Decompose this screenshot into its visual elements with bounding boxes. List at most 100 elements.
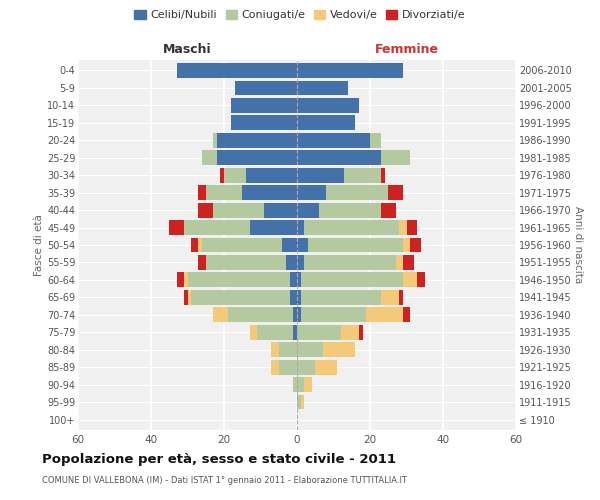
Bar — [232, 116, 297, 130]
Bar — [271, 342, 279, 357]
Bar — [191, 238, 199, 252]
Bar — [297, 63, 403, 78]
Bar — [297, 255, 304, 270]
Bar — [232, 98, 297, 113]
Bar — [297, 98, 359, 113]
Text: Maschi: Maschi — [163, 44, 212, 57]
Bar — [257, 325, 293, 340]
Bar — [297, 342, 323, 357]
Bar — [297, 220, 304, 235]
Bar — [264, 202, 297, 218]
Bar — [293, 377, 297, 392]
Bar — [297, 272, 301, 287]
Bar — [410, 238, 421, 252]
Bar — [370, 133, 381, 148]
Bar — [308, 238, 403, 252]
Bar — [297, 168, 344, 182]
Bar — [301, 308, 367, 322]
Bar — [301, 272, 403, 287]
Bar — [297, 394, 301, 409]
Bar — [297, 308, 301, 322]
Bar — [304, 220, 399, 235]
Bar — [407, 220, 418, 235]
Legend: Celibi/Nubili, Coniugati/e, Vedovi/e, Divorziati/e: Celibi/Nubili, Coniugati/e, Vedovi/e, Di… — [130, 6, 470, 25]
Bar — [395, 255, 403, 270]
Bar — [297, 185, 326, 200]
Bar — [213, 202, 264, 218]
Bar — [403, 308, 410, 322]
Bar — [315, 360, 337, 374]
Bar — [191, 290, 290, 305]
Bar — [297, 80, 348, 96]
Bar — [199, 238, 202, 252]
Bar — [246, 168, 297, 182]
Bar — [418, 272, 425, 287]
Bar — [184, 220, 250, 235]
Bar — [403, 272, 418, 287]
Bar — [297, 290, 301, 305]
Bar — [323, 342, 355, 357]
Bar — [206, 255, 286, 270]
Bar — [399, 290, 403, 305]
Bar — [235, 80, 297, 96]
Y-axis label: Fasce di età: Fasce di età — [34, 214, 44, 276]
Bar — [381, 168, 385, 182]
Bar — [297, 133, 370, 148]
Bar — [279, 342, 297, 357]
Bar — [176, 272, 184, 287]
Bar — [250, 220, 297, 235]
Bar — [381, 202, 395, 218]
Bar — [381, 290, 399, 305]
Bar — [297, 116, 355, 130]
Bar — [199, 185, 206, 200]
Y-axis label: Anni di nascita: Anni di nascita — [573, 206, 583, 284]
Bar — [202, 238, 283, 252]
Bar — [381, 150, 410, 165]
Bar — [297, 325, 341, 340]
Bar — [206, 185, 242, 200]
Bar — [169, 220, 184, 235]
Bar — [341, 325, 359, 340]
Bar — [286, 255, 297, 270]
Bar — [304, 255, 395, 270]
Text: Popolazione per età, sesso e stato civile - 2011: Popolazione per età, sesso e stato civil… — [42, 452, 396, 466]
Bar — [283, 238, 297, 252]
Bar — [290, 290, 297, 305]
Bar — [184, 272, 187, 287]
Bar — [199, 255, 206, 270]
Bar — [403, 255, 414, 270]
Bar — [217, 150, 297, 165]
Bar — [403, 238, 410, 252]
Bar — [319, 202, 381, 218]
Bar — [227, 308, 293, 322]
Bar — [359, 325, 362, 340]
Bar — [184, 290, 187, 305]
Bar — [220, 168, 224, 182]
Bar — [297, 238, 308, 252]
Bar — [301, 394, 304, 409]
Bar — [187, 272, 290, 287]
Bar — [297, 150, 381, 165]
Bar — [297, 202, 319, 218]
Bar — [290, 272, 297, 287]
Bar — [399, 220, 407, 235]
Bar — [176, 63, 297, 78]
Bar — [293, 325, 297, 340]
Bar — [224, 168, 246, 182]
Bar — [326, 185, 388, 200]
Bar — [279, 360, 297, 374]
Bar — [250, 325, 257, 340]
Bar — [217, 133, 297, 148]
Bar — [213, 133, 217, 148]
Text: COMUNE DI VALLEBONA (IM) - Dati ISTAT 1° gennaio 2011 - Elaborazione TUTTITALIA.: COMUNE DI VALLEBONA (IM) - Dati ISTAT 1°… — [42, 476, 407, 485]
Bar — [293, 308, 297, 322]
Bar — [202, 150, 217, 165]
Bar — [199, 202, 213, 218]
Bar — [301, 290, 381, 305]
Bar — [344, 168, 381, 182]
Bar — [187, 290, 191, 305]
Bar — [367, 308, 403, 322]
Text: Femmine: Femmine — [374, 44, 439, 57]
Bar — [304, 377, 311, 392]
Bar — [388, 185, 403, 200]
